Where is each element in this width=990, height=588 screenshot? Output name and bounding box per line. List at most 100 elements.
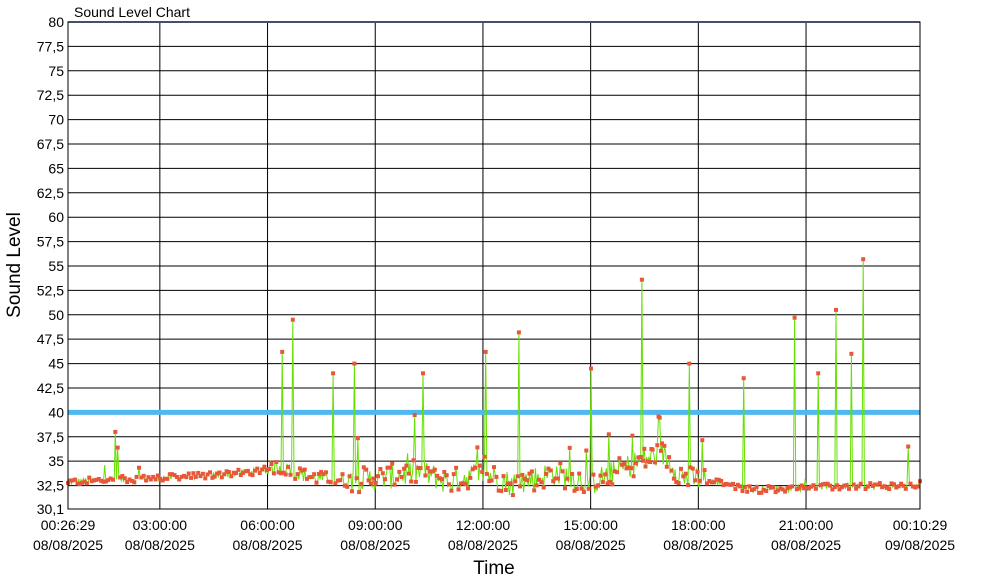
data-point	[802, 486, 806, 491]
data-point	[236, 467, 241, 472]
data-point	[674, 480, 679, 484]
data-point	[449, 488, 454, 493]
data-point	[741, 376, 746, 381]
data-point	[412, 413, 417, 417]
data-point	[335, 478, 340, 483]
data-point	[740, 489, 745, 493]
data-point	[432, 467, 437, 472]
data-point	[167, 472, 172, 477]
data-point	[529, 469, 534, 474]
y-tick-label: 35	[48, 453, 64, 469]
data-point	[395, 477, 399, 482]
data-point	[454, 465, 459, 470]
data-point	[212, 474, 217, 479]
data-point	[742, 484, 747, 489]
data-point	[669, 468, 674, 473]
data-point	[482, 454, 487, 459]
data-point	[913, 485, 918, 490]
data-point	[606, 432, 611, 437]
y-tick-label: 72,5	[37, 87, 64, 103]
data-point	[352, 361, 357, 366]
data-point	[484, 471, 489, 476]
y-tick-label: 70	[48, 112, 64, 128]
data-point	[856, 484, 861, 489]
data-point	[714, 477, 719, 482]
data-point	[532, 488, 537, 493]
data-point	[804, 486, 809, 490]
data-point	[851, 482, 856, 487]
data-point	[385, 465, 390, 470]
data-point	[610, 482, 615, 487]
data-point	[612, 469, 617, 474]
data-point	[413, 479, 418, 484]
data-point	[642, 446, 647, 451]
y-tick-label: 77,5	[37, 38, 64, 54]
data-point	[548, 468, 553, 473]
data-point	[155, 473, 160, 478]
data-point	[387, 465, 392, 470]
data-point	[170, 472, 175, 477]
data-point	[189, 475, 194, 480]
data-point	[326, 479, 331, 484]
data-point	[747, 484, 752, 489]
x-tick-time: 21:00:00	[779, 517, 834, 533]
data-point	[153, 477, 158, 482]
data-point	[721, 483, 726, 488]
data-point	[910, 484, 915, 489]
data-point	[780, 487, 785, 492]
data-point	[122, 476, 127, 481]
data-point	[503, 488, 508, 492]
data-point	[823, 481, 828, 486]
data-point	[200, 471, 205, 476]
data-point	[96, 477, 101, 481]
data-point	[269, 462, 274, 466]
data-point	[570, 471, 575, 476]
data-point	[615, 470, 620, 475]
data-point	[899, 481, 904, 486]
y-tick-label: 62,5	[37, 185, 64, 201]
data-point	[873, 482, 877, 487]
data-point	[764, 489, 769, 493]
data-point	[425, 465, 430, 470]
data-point	[267, 467, 272, 471]
data-point	[307, 475, 312, 480]
data-point	[624, 466, 629, 471]
data-point	[328, 480, 333, 485]
data-point	[165, 476, 170, 481]
data-point	[198, 474, 203, 479]
data-point	[70, 478, 75, 483]
data-point	[458, 481, 463, 486]
y-axis-ticks: 30,1 32,5 35 37,5 40 42,5 45 47,5 50 52,5 55 57,5 60…	[37, 14, 64, 517]
data-point	[875, 482, 880, 487]
data-point	[600, 480, 605, 485]
data-point	[208, 470, 212, 475]
data-point	[492, 465, 496, 470]
data-point	[598, 473, 603, 478]
data-point	[99, 478, 104, 483]
data-point	[847, 486, 851, 491]
data-point	[297, 466, 302, 471]
data-point	[300, 468, 305, 473]
data-point	[280, 349, 285, 354]
data-point	[560, 469, 565, 474]
data-point	[222, 472, 227, 477]
data-point	[638, 455, 643, 459]
data-point	[686, 483, 691, 488]
data-point	[839, 485, 844, 490]
data-point	[596, 483, 601, 488]
data-point	[858, 481, 863, 486]
data-point	[447, 482, 451, 487]
data-point	[174, 475, 179, 479]
data-point	[101, 479, 106, 484]
data-point	[229, 474, 234, 479]
data-point	[880, 485, 885, 490]
data-point	[354, 476, 359, 481]
data-point	[586, 486, 591, 491]
data-point	[444, 473, 449, 478]
data-point	[567, 445, 572, 450]
data-point	[700, 438, 705, 443]
data-point	[652, 460, 657, 465]
data-point	[645, 459, 650, 464]
data-point	[501, 474, 506, 479]
